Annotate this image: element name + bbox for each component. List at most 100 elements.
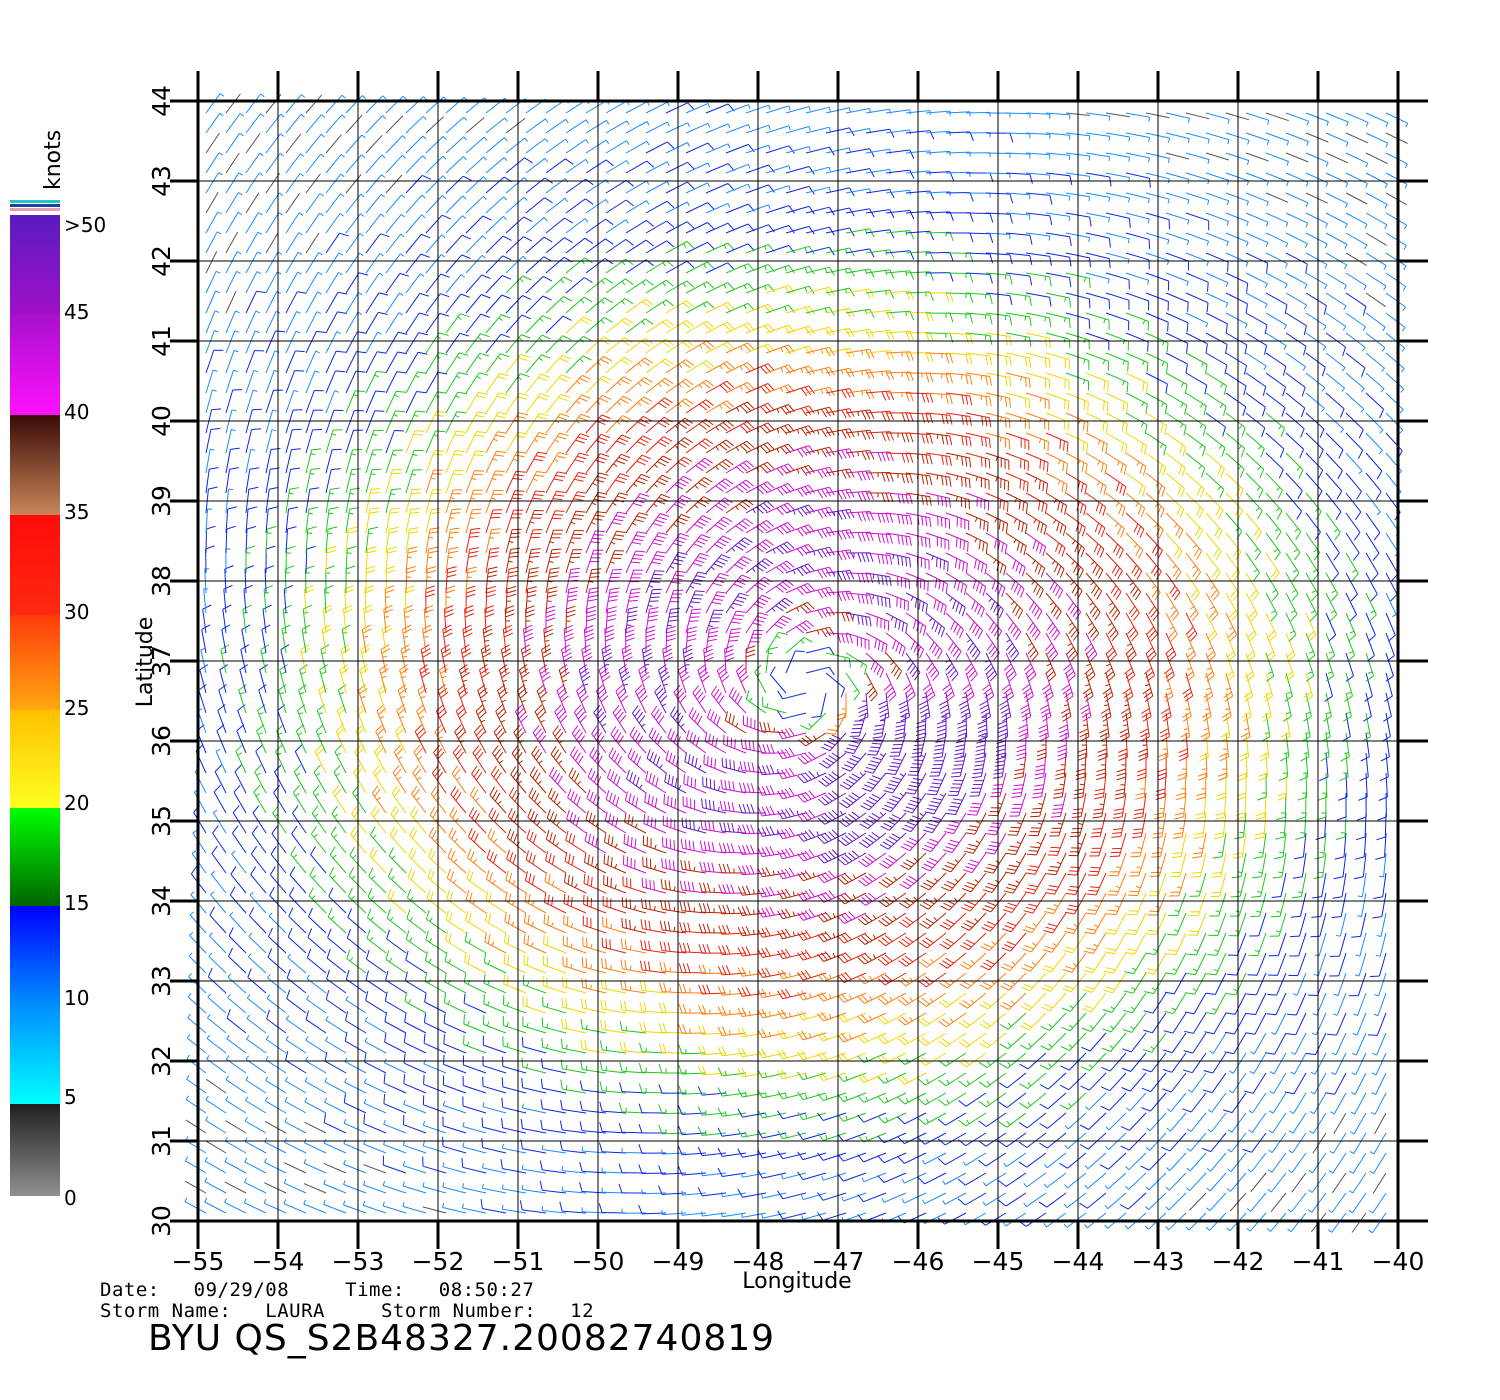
wind-barb (1365, 332, 1386, 352)
wind-barb (285, 94, 306, 114)
wind-barb (184, 1180, 207, 1194)
wind-barb (1227, 932, 1247, 956)
wind-barb (1125, 492, 1146, 518)
wind-barb (945, 552, 968, 574)
wind-barb (1357, 872, 1367, 898)
wind-barb (738, 803, 766, 814)
wind-barb (184, 1197, 207, 1214)
wind-barb (579, 1182, 607, 1194)
wind-barb (918, 992, 947, 1007)
wind-barb (463, 1034, 487, 1054)
footer-date-line: Date: 09/29/08 Time: 08:50:27 (100, 1279, 578, 1301)
wind-barb (985, 612, 1003, 640)
wind-barb (1333, 1112, 1347, 1134)
wind-barb (1288, 952, 1307, 977)
wind-barb (204, 1156, 227, 1174)
wind-barb (725, 592, 749, 614)
wind-barb (204, 1177, 227, 1194)
wind-barb (459, 664, 470, 694)
wind-barb (405, 214, 426, 234)
wind-barb (385, 135, 407, 154)
wind-barb (405, 410, 426, 434)
wind-barb (1184, 1012, 1207, 1034)
wind-barb (1385, 192, 1408, 206)
wind-barb (946, 232, 974, 243)
wind-barb (445, 136, 468, 154)
wind-barb (1142, 672, 1154, 702)
wind-barb (1125, 932, 1147, 955)
wind-barb (1205, 372, 1227, 396)
wind-barb (865, 229, 895, 239)
wind-barb (1285, 272, 1308, 289)
wind-barb (1063, 932, 1087, 954)
wind-barb (541, 1037, 567, 1054)
wind-barb (1348, 1192, 1367, 1214)
wind-barb (1265, 212, 1289, 228)
wind-barb (403, 604, 414, 634)
wind-barb (285, 1035, 307, 1054)
wind-barb (503, 933, 527, 954)
wind-barb (1125, 452, 1147, 476)
wind-barb (245, 133, 261, 154)
wind-barb (245, 290, 266, 314)
wind-barb (1265, 172, 1289, 187)
wind-barb (958, 1032, 987, 1048)
wind-barb (1039, 1092, 1067, 1110)
wind-barb (325, 154, 345, 174)
wind-barb (885, 492, 913, 505)
wind-barb (718, 842, 747, 854)
wind-barb (245, 545, 256, 573)
wind-barb (580, 1060, 607, 1074)
wind-barb (483, 1015, 507, 1034)
wind-barb (422, 1206, 447, 1214)
wind-barb (905, 632, 925, 659)
wind-barb (406, 909, 427, 934)
wind-barb (185, 1095, 207, 1114)
wind-barb (1045, 472, 1068, 494)
wind-barb (206, 1078, 227, 1094)
wind-barb (346, 928, 367, 954)
wind-barb (1003, 652, 1017, 682)
wind-barb (817, 951, 847, 962)
wind-barb (567, 788, 587, 814)
wind-barb (462, 1121, 487, 1134)
wind-barb (678, 1024, 707, 1034)
wind-barb (365, 970, 387, 994)
wind-barb (405, 430, 425, 454)
wind-barb (385, 371, 407, 394)
wind-barb (1205, 992, 1227, 1015)
wind-barb (209, 906, 227, 934)
wind-barb (210, 870, 227, 894)
wind-barb (1305, 232, 1328, 249)
axis-ticks (170, 71, 1428, 1249)
wind-barb (629, 726, 647, 754)
wind-barb (1165, 232, 1190, 246)
wind-barb (565, 586, 579, 614)
wind-barb (1325, 132, 1349, 147)
wind-barb (422, 1156, 447, 1174)
wind-barb (881, 792, 907, 813)
wind-barb (735, 664, 749, 694)
wind-barb (405, 391, 427, 414)
wind-barb (363, 1114, 387, 1134)
wind-barb (405, 115, 427, 134)
wind-barb (1125, 172, 1151, 188)
wind-barb (1325, 292, 1347, 311)
wind-barb (1308, 1172, 1327, 1193)
wind-barb (1345, 312, 1367, 331)
wind-barb (462, 1183, 487, 1194)
wind-barb (1225, 132, 1250, 145)
wind-barb (1165, 252, 1190, 271)
wind-barb (383, 1094, 407, 1114)
wind-barb (945, 592, 966, 617)
wind-barb (901, 812, 927, 833)
wind-barb (1248, 1112, 1267, 1134)
wind-barb (678, 1125, 707, 1136)
wind-barb (1106, 892, 1127, 916)
wind-barb (757, 927, 787, 938)
wind-barb (1125, 232, 1151, 249)
wind-barb (525, 490, 546, 514)
wind-barb (817, 790, 847, 806)
wind-barb (1332, 872, 1347, 899)
wind-barb (885, 250, 915, 260)
